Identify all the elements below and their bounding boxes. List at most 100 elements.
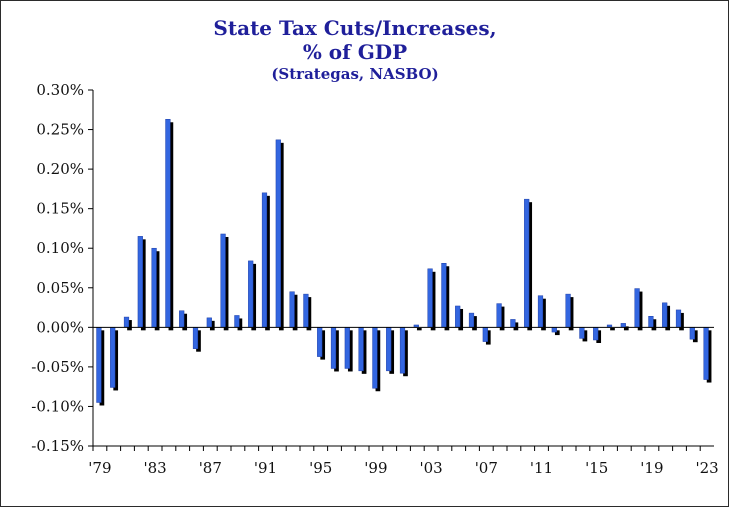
bar-shadow [306,297,312,331]
bar-shadow [637,291,643,331]
bar [524,198,530,328]
bar [303,293,309,328]
bar-shadow [679,312,684,331]
chart-title: State Tax Cuts/Increases, [213,16,497,40]
bar [510,319,516,328]
bar [220,233,226,328]
bar-shadow [416,327,422,331]
bar [620,323,626,328]
y-tick-label: -0.10% [31,397,84,415]
bar [248,260,254,328]
bar-shadow [265,195,270,331]
bar [330,327,337,369]
bar-shadow [292,294,298,331]
bar-shadow [596,330,602,343]
bar [261,192,268,328]
bar [634,288,640,328]
bar [551,327,557,333]
chart-subtitle: % of GDP [302,40,408,64]
bar [386,327,392,372]
bar [468,312,475,328]
bar-shadow [472,316,477,331]
bar [441,263,447,328]
bar-shadow [99,330,105,406]
bar-shadow [361,330,367,374]
bar [455,305,461,328]
y-tick-label: -0.15% [31,437,84,455]
y-tick-label: 0.25% [36,121,84,139]
bar [151,247,157,328]
bar [358,327,364,372]
x-tick-label: '03 [419,459,442,477]
y-tick-group: 0.30% 0.25% 0.20% 0.15% 0.10% 0.05% 0.00% -0.05… [31,81,93,455]
bar [496,303,502,328]
bar [537,295,544,328]
bar [234,315,240,328]
bar-shadow [182,313,188,331]
bar-shadow [223,236,229,331]
bar-shadow [140,239,146,331]
bar [96,327,102,403]
bar-shadow [113,330,119,391]
bar-shadow [430,271,436,331]
x-tick-label: '99 [364,459,387,477]
bar-shadow [444,266,450,331]
bar-shadow [237,318,243,331]
y-tick-label: 0.15% [36,200,84,218]
bar [565,293,571,328]
chart-titles: State Tax Cuts/Increases, % of GDP (Stra… [100,16,610,84]
bar [275,139,281,328]
x-tick-label: '95 [309,459,332,477]
bar [593,327,599,341]
x-tick-label: '15 [585,459,608,477]
bar-shadow [513,322,519,331]
y-tick-label: 0.30% [36,81,84,99]
x-tick-label: '79 [88,459,111,477]
x-tick-label: '91 [254,459,277,477]
bar-shadow [196,330,201,352]
bar-shadow [541,298,546,331]
bar-shadow [209,320,215,331]
bar-shadow [485,330,491,345]
bar-shadow [692,330,698,343]
bar [192,327,199,349]
bar-shadow [554,330,560,336]
bar-shadow [375,330,381,392]
bar-shadow [582,330,588,342]
y-tick-label: 0.05% [36,279,84,297]
bar [648,316,654,328]
bar-shadow [334,330,339,372]
bar [579,327,585,339]
bar-shadow [499,306,505,331]
bar [427,268,433,328]
bar [372,327,378,389]
bar [399,327,406,374]
bar [689,327,695,340]
bar [703,327,709,380]
bar-shadow [168,122,174,331]
bar-shadow [623,326,629,331]
bar [110,327,116,388]
bar [662,302,668,328]
bar-shadow [347,330,353,372]
bar-shadow [651,319,657,331]
bar-shadow [389,330,395,374]
bar-shadow [320,330,326,360]
y-tick-label: -0.05% [31,358,84,376]
bar [206,317,212,328]
bar [137,236,143,328]
chart-source: (Strategas, NASBO) [271,65,439,83]
x-tick-label: '07 [475,459,498,477]
x-tick-label: '87 [199,459,222,477]
x-tick-label: '83 [143,459,166,477]
x-tick-label: '11 [530,459,553,477]
y-tick-label: 0.00% [36,318,84,336]
bar [675,309,682,328]
bar-shadow [527,202,533,331]
bar-shadow [665,305,671,331]
bar-shadow [706,330,712,383]
y-tick-label: 0.10% [36,239,84,257]
bar [289,291,295,328]
bar [344,327,350,369]
